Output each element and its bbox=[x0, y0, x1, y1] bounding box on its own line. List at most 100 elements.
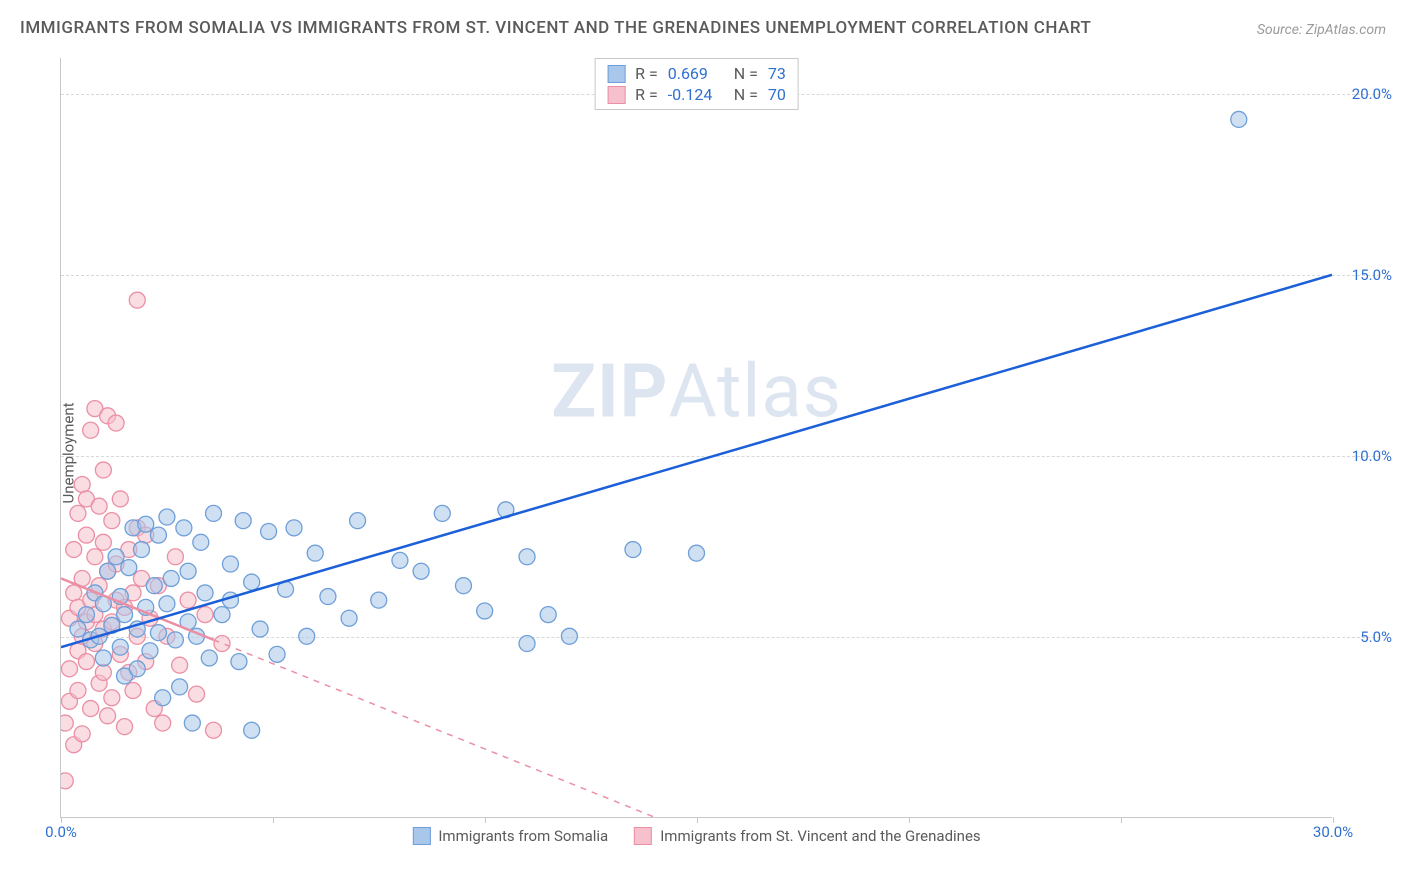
data-point bbox=[197, 585, 213, 601]
data-point bbox=[222, 556, 238, 572]
legend-item-blue: Immigrants from Somalia bbox=[412, 827, 608, 845]
data-point bbox=[61, 661, 77, 677]
data-point bbox=[117, 719, 133, 735]
data-point bbox=[129, 661, 145, 677]
data-point bbox=[117, 607, 133, 623]
legend-series: Immigrants from Somalia Immigrants from … bbox=[412, 827, 980, 845]
data-point bbox=[519, 636, 535, 652]
data-point bbox=[74, 476, 90, 492]
data-point bbox=[142, 643, 158, 659]
data-point bbox=[180, 592, 196, 608]
source-attribution: Source: ZipAtlas.com bbox=[1257, 19, 1386, 38]
data-point bbox=[100, 708, 116, 724]
data-point bbox=[74, 726, 90, 742]
data-point bbox=[320, 589, 336, 605]
x-tick bbox=[273, 817, 274, 823]
data-point bbox=[235, 513, 251, 529]
data-point bbox=[244, 722, 260, 738]
r-value-pink: -0.124 bbox=[668, 85, 724, 104]
data-point bbox=[70, 683, 86, 699]
data-point bbox=[561, 628, 577, 644]
y-tick-label: 5.0% bbox=[1360, 628, 1392, 646]
data-point bbox=[108, 549, 124, 565]
data-point bbox=[455, 578, 471, 594]
data-point bbox=[66, 585, 82, 601]
data-point bbox=[78, 607, 94, 623]
data-point bbox=[350, 513, 366, 529]
trend-line bbox=[61, 275, 1332, 647]
scatter-svg bbox=[61, 58, 1332, 817]
data-point bbox=[299, 628, 315, 644]
n-label: N = bbox=[734, 64, 758, 83]
data-point bbox=[180, 563, 196, 579]
source-value: ZipAtlas.com bbox=[1306, 22, 1386, 38]
data-point bbox=[201, 650, 217, 666]
data-point bbox=[155, 690, 171, 706]
data-point bbox=[78, 527, 94, 543]
data-point bbox=[625, 542, 641, 558]
data-point bbox=[83, 422, 99, 438]
legend-label-pink: Immigrants from St. Vincent and the Gren… bbox=[660, 827, 980, 845]
x-tick-label: 30.0% bbox=[1313, 823, 1353, 841]
data-point bbox=[159, 509, 175, 525]
data-point bbox=[477, 603, 493, 619]
data-point bbox=[112, 491, 128, 507]
data-point bbox=[172, 679, 188, 695]
legend-swatch-blue bbox=[607, 65, 625, 83]
data-point bbox=[206, 722, 222, 738]
x-tick bbox=[1121, 817, 1122, 823]
data-point bbox=[184, 715, 200, 731]
x-tick bbox=[485, 817, 486, 823]
r-value-blue: 0.669 bbox=[668, 64, 724, 83]
data-point bbox=[167, 632, 183, 648]
x-tick bbox=[909, 817, 910, 823]
data-point bbox=[189, 686, 205, 702]
data-point bbox=[163, 570, 179, 586]
data-point bbox=[519, 549, 535, 565]
data-point bbox=[95, 664, 111, 680]
data-point bbox=[146, 578, 162, 594]
source-label: Source: bbox=[1257, 22, 1306, 38]
legend-swatch-blue bbox=[412, 827, 430, 845]
legend-label-blue: Immigrants from Somalia bbox=[438, 827, 608, 845]
legend-correlation-box: R = 0.669 N = 73 R = -0.124 N = 70 bbox=[594, 58, 799, 110]
data-point bbox=[159, 596, 175, 612]
data-point bbox=[689, 545, 705, 561]
data-point bbox=[193, 534, 209, 550]
data-point bbox=[70, 621, 86, 637]
data-point bbox=[112, 639, 128, 655]
chart-container: Unemployment ZIPAtlas R = 0.669 N = 73 R… bbox=[48, 58, 1388, 848]
data-point bbox=[214, 636, 230, 652]
data-point bbox=[392, 552, 408, 568]
data-point bbox=[138, 516, 154, 532]
legend-swatch-pink bbox=[607, 86, 625, 104]
plot-area: ZIPAtlas R = 0.669 N = 73 R = -0.124 N =… bbox=[60, 58, 1332, 818]
data-point bbox=[434, 505, 450, 521]
data-point bbox=[129, 292, 145, 308]
n-value-pink: 70 bbox=[768, 85, 786, 104]
data-point bbox=[155, 715, 171, 731]
data-point bbox=[95, 650, 111, 666]
data-point bbox=[150, 625, 166, 641]
data-point bbox=[61, 773, 73, 789]
data-point bbox=[100, 563, 116, 579]
data-point bbox=[91, 498, 107, 514]
legend-row-blue: R = 0.669 N = 73 bbox=[607, 63, 786, 84]
data-point bbox=[341, 610, 357, 626]
r-label: R = bbox=[635, 64, 658, 83]
data-point bbox=[261, 523, 277, 539]
data-point bbox=[413, 563, 429, 579]
data-point bbox=[104, 690, 120, 706]
data-point bbox=[125, 683, 141, 699]
y-tick-label: 15.0% bbox=[1352, 266, 1392, 284]
r-label: R = bbox=[635, 85, 658, 104]
data-point bbox=[121, 560, 137, 576]
data-point bbox=[176, 520, 192, 536]
data-point bbox=[87, 549, 103, 565]
data-point bbox=[61, 715, 73, 731]
data-point bbox=[244, 574, 260, 590]
y-tick-label: 10.0% bbox=[1352, 447, 1392, 465]
data-point bbox=[1231, 111, 1247, 127]
data-point bbox=[371, 592, 387, 608]
data-point bbox=[269, 646, 285, 662]
